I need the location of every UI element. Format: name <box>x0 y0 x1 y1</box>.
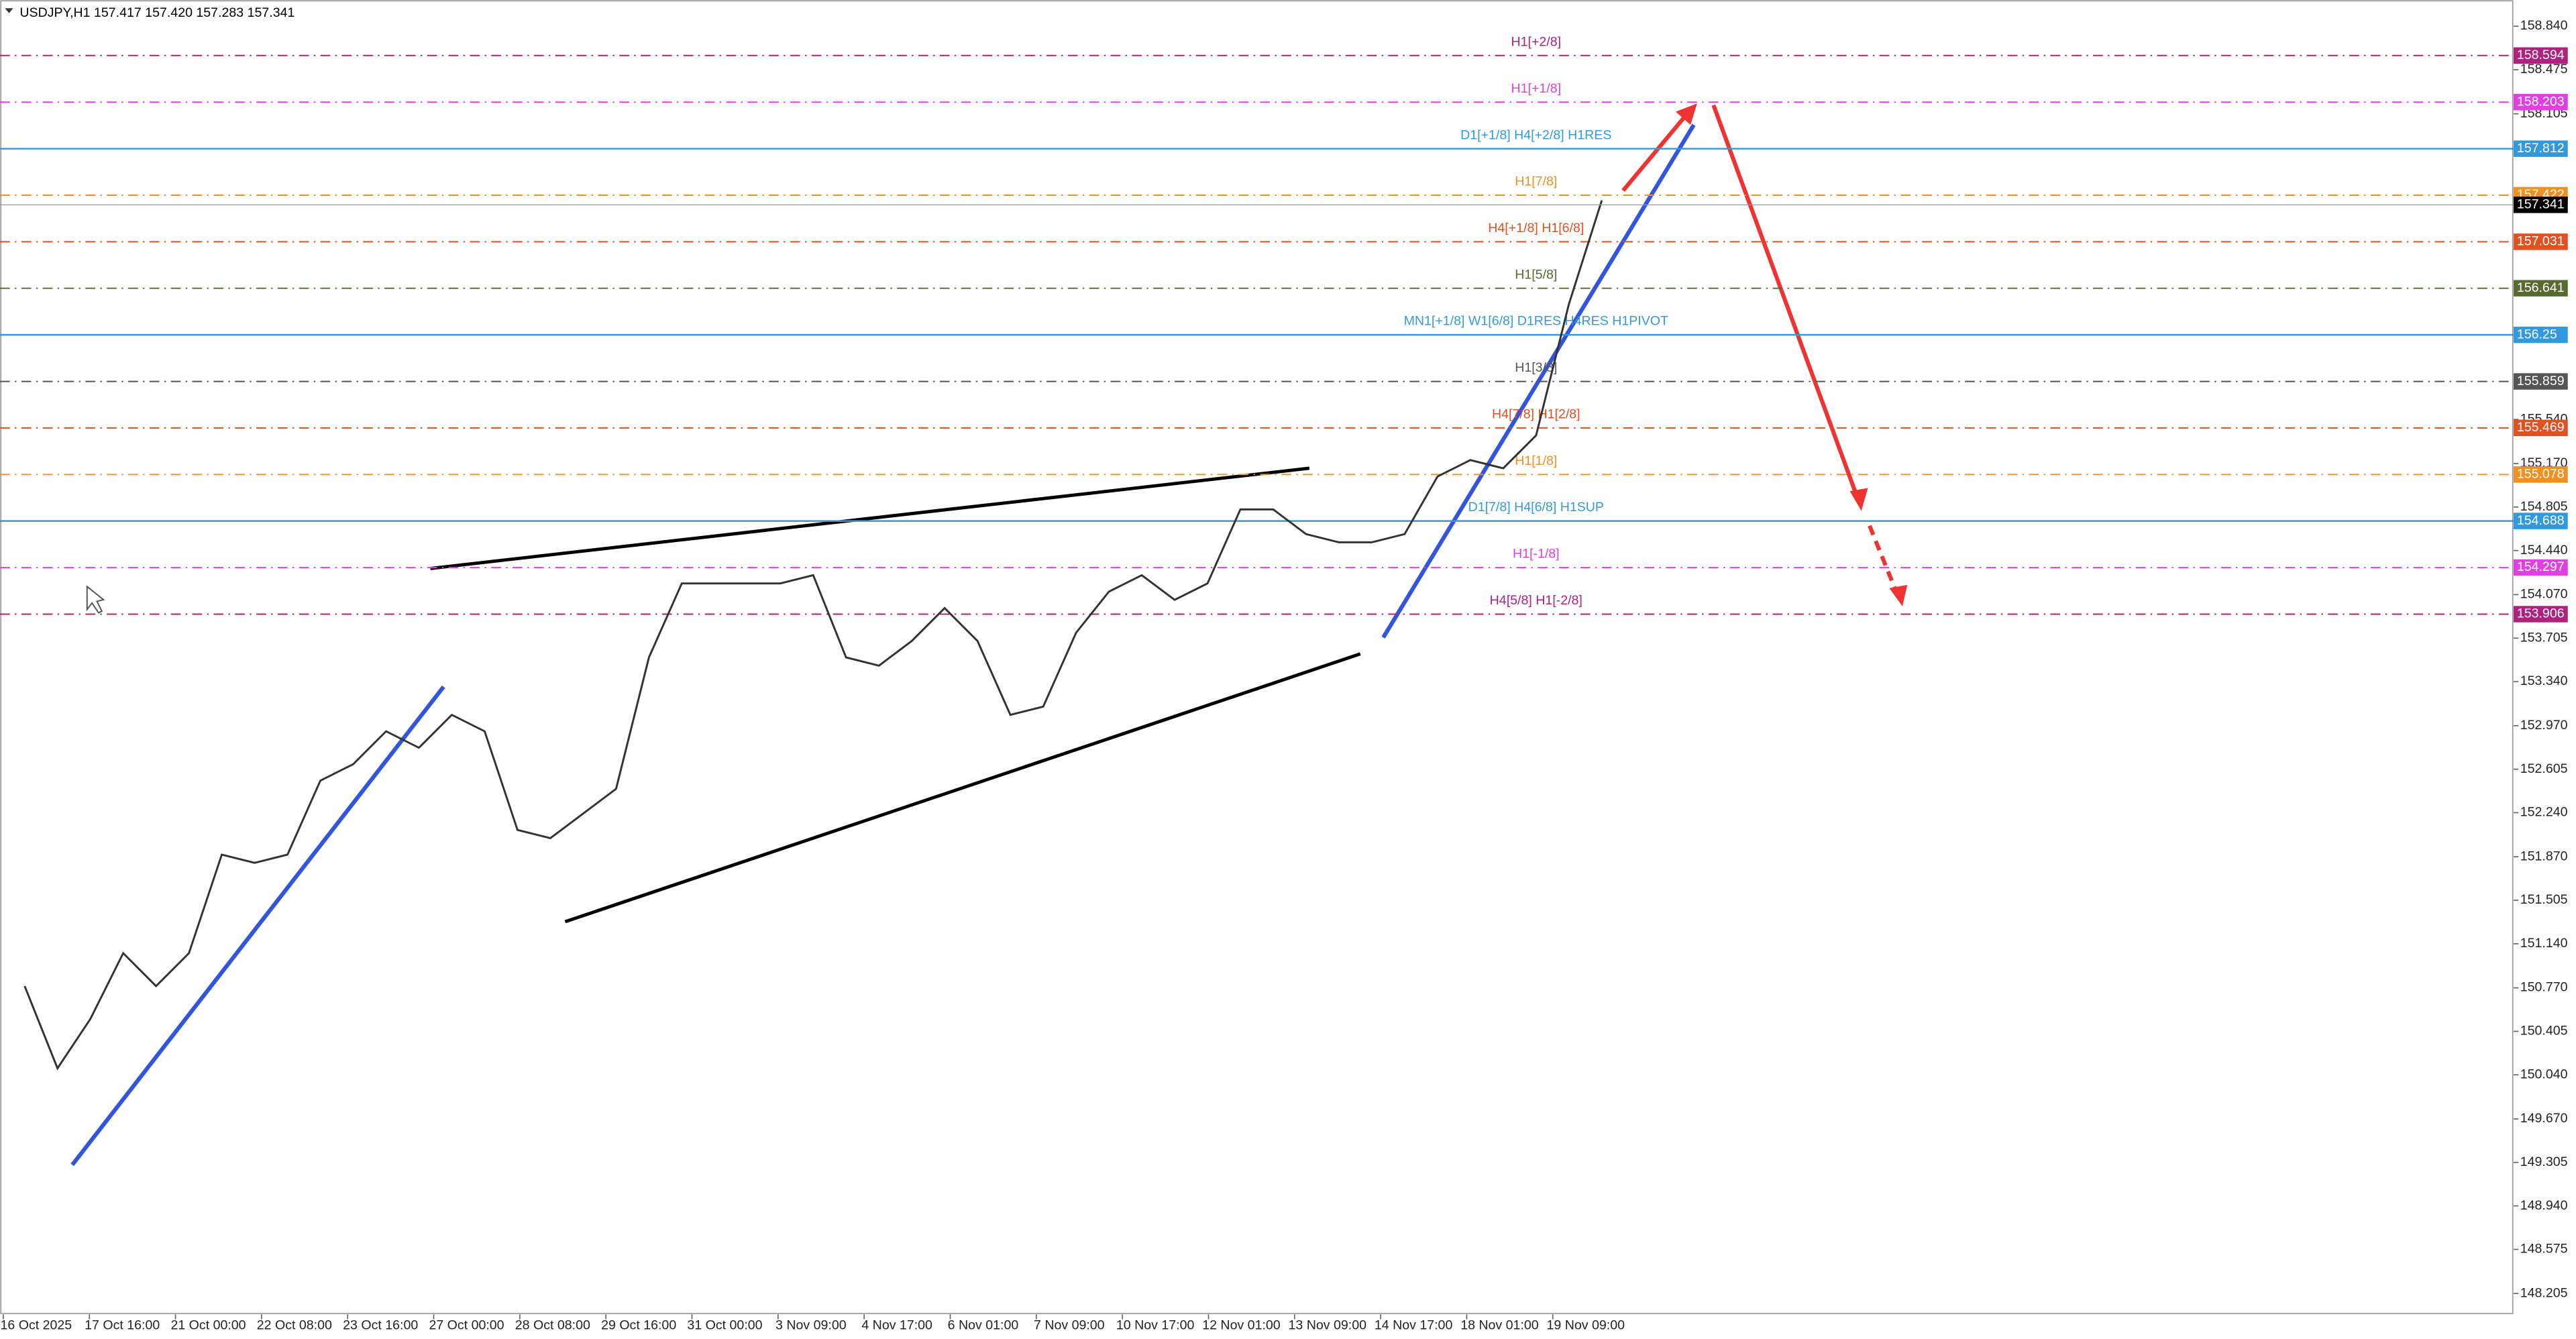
y-tick-label: 150.405 <box>2520 1024 2568 1038</box>
x-tick-label: 12 Nov 01:00 <box>1202 1318 1281 1333</box>
x-tick-label: 10 Nov 17:00 <box>1116 1318 1195 1333</box>
level-price: 158.203 <box>2517 94 2565 109</box>
level-price: 155.469 <box>2517 420 2565 435</box>
level-label: H1[1/8] <box>1515 453 1557 468</box>
x-tick-label: 6 Nov 01:00 <box>948 1318 1019 1333</box>
y-tick-label: 151.870 <box>2520 849 2568 863</box>
x-tick-label: 16 Oct 2025 <box>1 1318 72 1333</box>
x-tick-label: 29 Oct 16:00 <box>601 1318 676 1333</box>
level-label: H4[+1/8] H1[6/8] <box>1488 221 1584 235</box>
level-label: H1[+1/8] <box>1511 81 1562 96</box>
x-tick-label: 31 Oct 00:00 <box>687 1318 762 1333</box>
level-price: 157.031 <box>2517 234 2565 249</box>
y-tick-label: 148.205 <box>2520 1285 2568 1300</box>
level-label: H1[-1/8] <box>1513 547 1560 561</box>
chart-header: USDJPY,H1 157.417 157.420 157.283 157.34… <box>19 5 294 20</box>
level-tag <box>2513 419 2568 437</box>
level-tag <box>2513 47 2568 64</box>
current-price-label: 157.341 <box>2517 197 2565 212</box>
x-tick-label: 18 Nov 01:00 <box>1460 1318 1539 1333</box>
level-label: H4[7/8] H1[2/8] <box>1492 407 1580 421</box>
level-tag <box>2513 93 2568 111</box>
level-price: 156.641 <box>2517 280 2565 295</box>
y-tick-label: 153.340 <box>2520 674 2568 688</box>
y-tick-label: 158.840 <box>2520 18 2568 33</box>
level-price: 155.859 <box>2517 374 2565 388</box>
x-tick-label: 13 Nov 09:00 <box>1289 1318 1367 1333</box>
plot-frame <box>0 0 2514 1314</box>
x-tick-label: 4 Nov 17:00 <box>861 1318 932 1333</box>
y-tick-label: 158.475 <box>2520 62 2568 76</box>
y-tick-label: 153.705 <box>2520 630 2568 645</box>
forecast-arrow <box>1621 110 1690 193</box>
y-tick-label: 152.970 <box>2520 718 2568 733</box>
y-tick-label: 152.605 <box>2520 761 2568 776</box>
level-tag <box>2513 326 2568 343</box>
level-tag <box>2513 466 2568 483</box>
arrow-head <box>1675 103 1697 125</box>
y-tick-label: 148.575 <box>2520 1242 2568 1256</box>
level-tag <box>2513 373 2568 390</box>
y-tick-label: 150.040 <box>2520 1067 2568 1081</box>
y-tick-label: 154.440 <box>2520 543 2568 557</box>
mouse-cursor <box>86 585 105 614</box>
x-tick-label: 14 Nov 17:00 <box>1375 1318 1453 1333</box>
level-price: 154.297 <box>2517 559 2565 574</box>
channel-line <box>430 466 1310 570</box>
level-price: 156.25 <box>2517 327 2557 341</box>
level-tag <box>2513 280 2568 297</box>
y-tick-label: 152.240 <box>2520 805 2568 820</box>
level-tag <box>2513 559 2568 576</box>
y-tick-label: 154.805 <box>2520 499 2568 514</box>
level-label: D1[+1/8] H4[+2/8] H1RES <box>1460 127 1611 142</box>
x-tick-label: 27 Oct 00:00 <box>429 1318 504 1333</box>
channel-line <box>564 652 1361 924</box>
y-tick-label: 151.505 <box>2520 892 2568 907</box>
y-tick-label: 149.670 <box>2520 1111 2568 1126</box>
level-price: 154.688 <box>2517 513 2565 528</box>
level-price: 157.812 <box>2517 141 2565 156</box>
forecast-arrow <box>1711 104 1860 500</box>
x-tick-label: 28 Oct 08:00 <box>515 1318 590 1333</box>
level-tag <box>2513 233 2568 250</box>
y-tick-label: 154.070 <box>2520 587 2568 602</box>
current-price-tag <box>2513 197 2568 213</box>
level-label: MN1[+1/8] W1[6/8] D1RES H4RES H1PIVOT <box>1404 314 1668 329</box>
x-tick-label: 21 Oct 00:00 <box>170 1318 246 1333</box>
x-tick-label: 22 Oct 08:00 <box>257 1318 332 1333</box>
x-tick-label: 19 Nov 09:00 <box>1547 1318 1625 1333</box>
forecast-arrow <box>1868 525 1900 596</box>
level-label: D1[7/8] H4[6/8] H1SUP <box>1468 500 1604 515</box>
level-label: H4[5/8] H1[-2/8] <box>1490 593 1582 608</box>
level-tag <box>2513 606 2568 623</box>
x-tick-label: 17 Oct 16:00 <box>85 1318 160 1333</box>
level-label: H1[3/8] <box>1515 360 1557 375</box>
level-label: H1[+2/8] <box>1511 34 1562 49</box>
trend-line <box>70 685 445 1167</box>
arrow-head <box>1849 488 1868 511</box>
price-line <box>23 200 1603 1071</box>
arrow-head <box>1889 584 1908 606</box>
y-tick-label: 151.140 <box>2520 936 2568 951</box>
level-tag <box>2513 513 2568 529</box>
level-price: 153.906 <box>2517 606 2565 621</box>
x-tick-label: 23 Oct 16:00 <box>343 1318 418 1333</box>
level-price: 155.078 <box>2517 466 2565 481</box>
menu-icon <box>5 8 13 13</box>
level-price: 158.594 <box>2517 48 2565 62</box>
level-label: H1[5/8] <box>1515 267 1557 282</box>
x-tick-label: 7 Nov 09:00 <box>1034 1318 1105 1333</box>
y-tick-label: 148.940 <box>2520 1198 2568 1213</box>
y-tick-label: 150.770 <box>2520 980 2568 995</box>
level-tag <box>2513 140 2568 157</box>
level-label: H1[7/8] <box>1515 174 1557 189</box>
y-tick-label: 149.305 <box>2520 1155 2568 1169</box>
x-tick-label: 3 Nov 09:00 <box>775 1318 847 1333</box>
